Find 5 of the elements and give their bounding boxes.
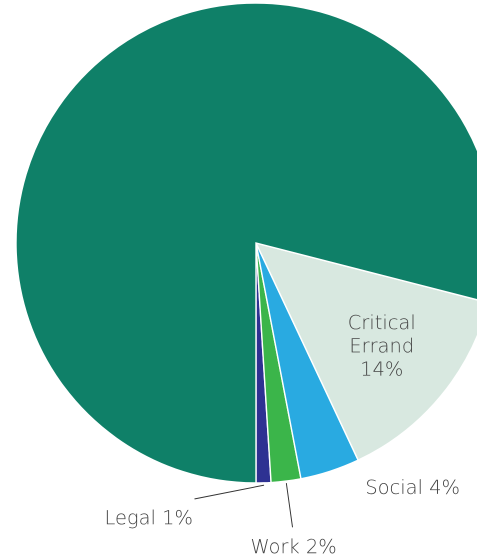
slice-label: Work 2% bbox=[252, 538, 336, 554]
slice-label: Legal 1% bbox=[106, 510, 192, 528]
slice-label: Critical Errand bbox=[349, 314, 414, 353]
slice-label: Social 4% bbox=[367, 479, 459, 494]
data-label: 14% bbox=[362, 361, 402, 376]
